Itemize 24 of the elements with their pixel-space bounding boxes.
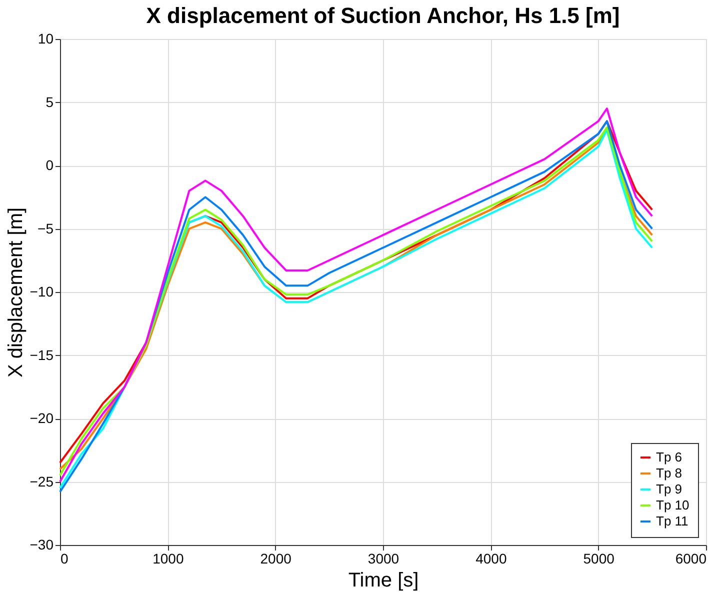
- x-tick-label: 3000: [368, 550, 400, 566]
- x-tick-label: 6000: [675, 550, 707, 566]
- legend-label: Tp 6: [656, 450, 682, 464]
- x-axis-title: Time [s]: [348, 570, 419, 592]
- y-tick-label: 0: [46, 157, 54, 173]
- y-tick-label: −5: [38, 220, 54, 236]
- legend-label: Tp 9: [656, 482, 682, 496]
- y-tick-label: −15: [30, 346, 54, 363]
- y-tick-label: −10: [30, 284, 54, 300]
- y-tick-label: −25: [30, 473, 54, 490]
- chart-title: X displacement of Suction Anchor, Hs 1.5 [m]: [146, 3, 620, 28]
- legend-label: Tp 11: [656, 514, 688, 528]
- x-tick-label: 4000: [476, 550, 507, 566]
- y-tick-label: 10: [38, 30, 54, 46]
- x-tick-label: 0: [60, 550, 68, 566]
- y-tick-label: 5: [46, 94, 54, 110]
- y-tick-label: −20: [30, 410, 54, 426]
- legend-label: Tp 10: [656, 498, 690, 512]
- y-tick-label: −30: [30, 536, 54, 552]
- legend-label: Tp 8: [656, 466, 682, 480]
- x-tick-label: 1000: [152, 550, 184, 566]
- x-tick-label: 2000: [260, 550, 292, 566]
- y-axis-title: X displacement [m]: [4, 207, 27, 378]
- x-tick-label: 5000: [583, 550, 615, 566]
